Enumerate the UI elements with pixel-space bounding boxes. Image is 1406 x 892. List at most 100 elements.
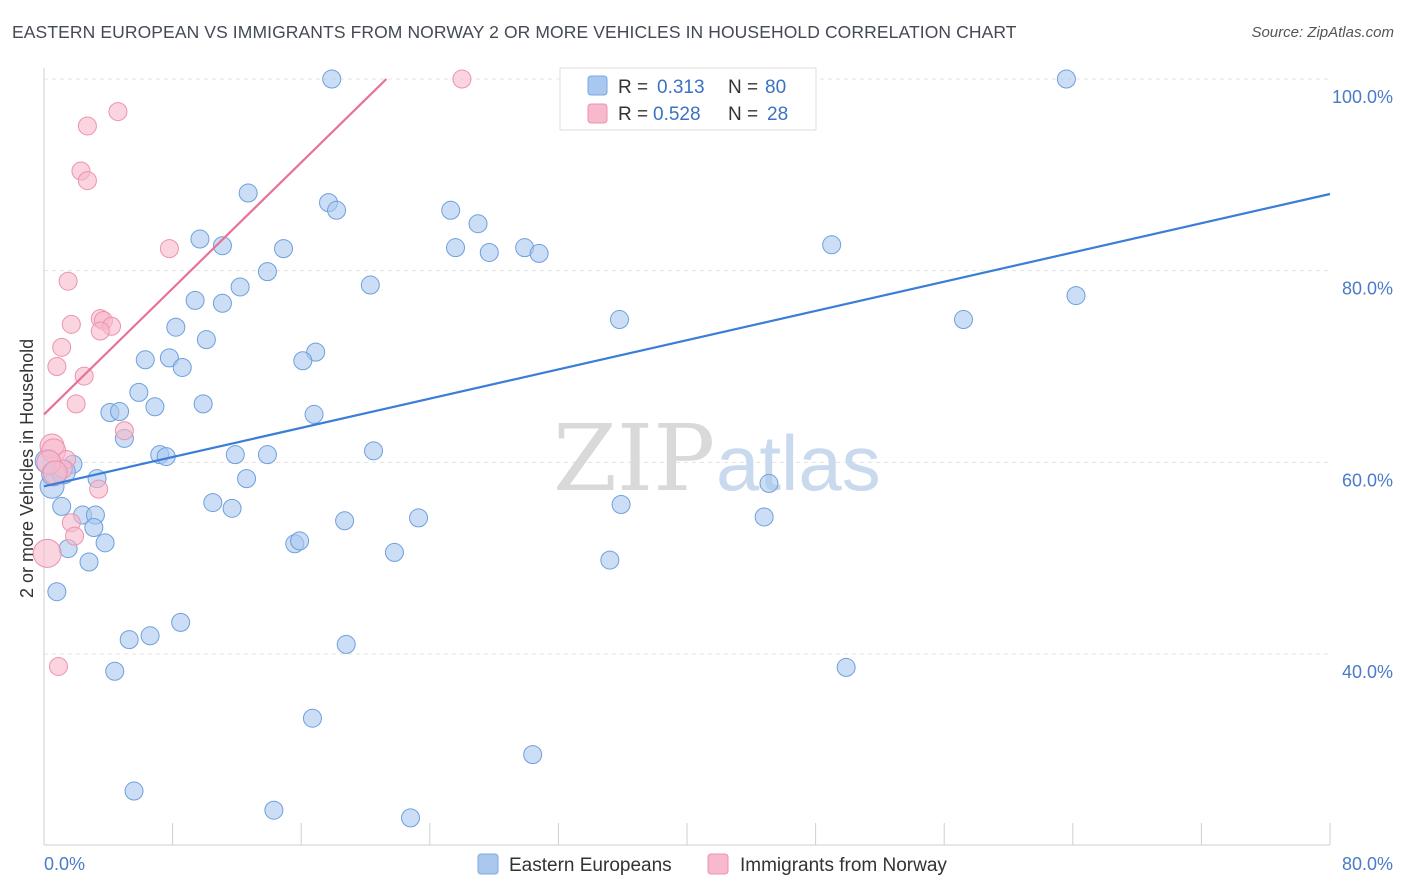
bottom-legend-label-pink: Immigrants from Norway xyxy=(740,855,947,876)
source-label: Source: ZipAtlas.com xyxy=(1251,24,1394,41)
legend-n-value-2: 28 xyxy=(767,104,788,125)
point-eastern-europeans-5 xyxy=(327,200,347,220)
point-immigrants-norway-13 xyxy=(47,357,67,376)
y-tick-label-1: 60.0% xyxy=(1342,470,1393,490)
point-eastern-europeans-51 xyxy=(52,496,72,516)
point-immigrants-norway-2 xyxy=(77,116,97,136)
point-immigrants-norway-4 xyxy=(77,171,97,191)
legend-r-label-1: R = xyxy=(618,77,648,98)
point-immigrants-norway-24 xyxy=(32,538,62,568)
y-tick-label-0: 40.0% xyxy=(1342,662,1393,682)
legend-r-value-1: 0.313 xyxy=(657,77,705,98)
legend-r-value-2: 0.528 xyxy=(653,104,701,125)
point-eastern-europeans-28 xyxy=(159,348,179,368)
point-eastern-europeans-65 xyxy=(47,582,67,602)
point-eastern-europeans-7 xyxy=(468,214,488,234)
point-eastern-europeans-64 xyxy=(600,550,620,570)
point-eastern-europeans-33 xyxy=(145,397,165,417)
point-eastern-europeans-36 xyxy=(304,404,324,424)
point-eastern-europeans-2 xyxy=(1056,69,1076,89)
watermark-zip: ZIP xyxy=(553,405,715,512)
point-eastern-europeans-76 xyxy=(401,808,421,828)
point-eastern-europeans-31 xyxy=(129,382,149,402)
chart-title: EASTERN EUROPEAN VS IMMIGRANTS FROM NORW… xyxy=(12,22,1017,42)
point-eastern-europeans-9 xyxy=(212,236,232,256)
point-eastern-europeans-16 xyxy=(257,262,277,282)
point-eastern-europeans-68 xyxy=(119,630,139,650)
point-eastern-europeans-8 xyxy=(190,229,210,249)
bottom-legend-swatch-blue xyxy=(477,853,499,875)
point-immigrants-norway-21 xyxy=(89,479,109,499)
point-eastern-europeans-35 xyxy=(110,402,130,422)
point-eastern-europeans-20 xyxy=(185,290,205,310)
point-eastern-europeans-10 xyxy=(274,239,294,259)
x-tick-label-0: 0.0% xyxy=(44,854,85,874)
point-eastern-europeans-74 xyxy=(124,781,144,801)
point-immigrants-norway-9 xyxy=(61,314,81,334)
point-eastern-europeans-42 xyxy=(257,445,277,465)
point-eastern-europeans-38 xyxy=(364,441,384,461)
point-eastern-europeans-56 xyxy=(754,507,774,527)
series-immigrants-norway xyxy=(32,69,472,676)
point-eastern-europeans-6 xyxy=(441,200,461,220)
point-eastern-europeans-25 xyxy=(196,330,216,350)
point-immigrants-norway-11 xyxy=(90,321,110,341)
point-immigrants-norway-16 xyxy=(114,421,134,441)
y-tick-labels: 40.0% 60.0% 80.0% 100.0% xyxy=(1332,87,1393,682)
point-eastern-europeans-15 xyxy=(822,235,842,255)
point-eastern-europeans-58 xyxy=(95,533,115,553)
legend-n-label-2: N = xyxy=(728,104,758,125)
point-eastern-europeans-57 xyxy=(84,518,104,537)
point-eastern-europeans-72 xyxy=(302,708,322,728)
point-eastern-europeans-24 xyxy=(166,317,186,337)
legend-r-label-2: R = xyxy=(618,104,648,125)
point-immigrants-norway-25 xyxy=(48,656,68,676)
point-eastern-europeans-63 xyxy=(79,552,99,572)
stats-legend: R = 0.313 N = 80 R = 0.528 N = 28 xyxy=(559,67,817,131)
point-eastern-europeans-71 xyxy=(105,661,125,681)
point-eastern-europeans-32 xyxy=(193,394,213,414)
point-eastern-europeans-70 xyxy=(836,657,856,677)
bottom-legend-swatch-pink xyxy=(707,853,729,875)
point-eastern-europeans-54 xyxy=(335,511,355,531)
trend-lines xyxy=(43,78,1331,488)
x-tick-labels: 0.0% 80.0% xyxy=(44,854,1393,874)
point-eastern-europeans-11 xyxy=(446,238,466,258)
point-eastern-europeans-55 xyxy=(409,508,429,528)
point-eastern-europeans-48 xyxy=(203,493,223,513)
point-eastern-europeans-60 xyxy=(290,531,310,551)
point-immigrants-norway-12 xyxy=(52,337,72,357)
grid-lines xyxy=(44,78,1330,655)
point-eastern-europeans-22 xyxy=(609,310,629,330)
point-eastern-europeans-17 xyxy=(230,277,250,297)
point-eastern-europeans-49 xyxy=(222,498,242,518)
point-immigrants-norway-6 xyxy=(58,271,78,291)
point-eastern-europeans-30 xyxy=(172,357,192,377)
point-immigrants-norway-5 xyxy=(159,239,179,259)
point-eastern-europeans-19 xyxy=(1066,286,1086,306)
point-eastern-europeans-50 xyxy=(611,495,631,514)
trend-line-eastern-europeans xyxy=(43,192,1331,488)
series-legend: Eastern Europeans Immigrants from Norway xyxy=(477,853,947,876)
y-tick-label-2: 80.0% xyxy=(1342,279,1393,299)
point-eastern-europeans-12 xyxy=(479,242,499,262)
point-immigrants-norway-23 xyxy=(65,526,85,546)
point-immigrants-norway-0 xyxy=(452,69,472,89)
point-immigrants-norway-15 xyxy=(66,394,86,414)
legend-n-label-1: N = xyxy=(728,77,758,98)
point-eastern-europeans-45 xyxy=(237,469,257,489)
point-eastern-europeans-47 xyxy=(759,473,779,493)
point-eastern-europeans-27 xyxy=(135,350,155,370)
legend-n-value-1: 80 xyxy=(765,77,786,98)
point-eastern-europeans-66 xyxy=(171,612,191,632)
x-tick-label-1: 80.0% xyxy=(1342,854,1393,874)
point-eastern-europeans-41 xyxy=(225,445,245,465)
point-eastern-europeans-73 xyxy=(523,745,543,765)
point-eastern-europeans-3 xyxy=(238,183,258,203)
point-eastern-europeans-14 xyxy=(529,243,549,263)
point-eastern-europeans-18 xyxy=(360,275,380,295)
bottom-legend-label-blue: Eastern Europeans xyxy=(509,855,672,876)
trend-line-immigrants-norway xyxy=(43,78,388,416)
point-eastern-europeans-67 xyxy=(140,626,160,646)
